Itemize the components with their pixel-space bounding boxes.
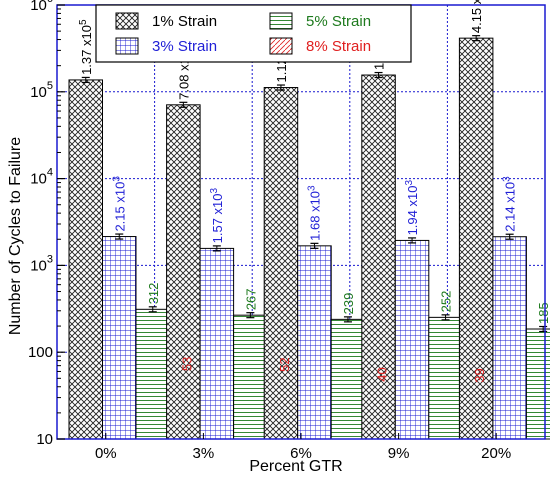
y-tick-label: 106	[30, 0, 53, 14]
bar-3-strain-3	[394, 239, 430, 440]
x-tick-label: 3%	[193, 445, 215, 462]
data-label: 1.68 x103	[306, 185, 322, 241]
bar-5-strain-3	[428, 316, 463, 440]
x-tick-label: 6%	[290, 445, 312, 462]
data-label: 53	[179, 357, 194, 371]
data-label: 2.15 x103	[111, 176, 127, 232]
legend	[95, 4, 412, 63]
y-tick-label: 104	[30, 167, 53, 188]
bar-5-strain-0	[135, 308, 170, 440]
legend-label: 8% Strain	[306, 38, 371, 55]
legend-swatch	[115, 12, 139, 30]
x-axis-title: Percent GTR	[249, 458, 342, 475]
bar-1-strain-3	[361, 74, 396, 440]
data-label: 4.15 x105	[468, 0, 484, 33]
data-label: 40	[374, 367, 389, 381]
bar-3-strain-4	[492, 236, 527, 440]
x-tick-label: 0%	[95, 445, 117, 462]
x-tick-label: 20%	[481, 445, 511, 462]
bar-1-strain-0	[68, 79, 103, 440]
bar-5-strain-2	[330, 318, 366, 440]
data-label: 39	[472, 368, 487, 382]
data-label: 2.14 x103	[502, 176, 518, 232]
bar-5-strain-4	[525, 328, 550, 440]
data-label: 185	[536, 302, 550, 324]
data-label: 252	[439, 291, 454, 313]
data-label: 52	[277, 357, 292, 371]
x-tick-label: 9%	[388, 445, 410, 462]
y-axis-title: Number of Cycles to Failure	[7, 137, 24, 335]
legend-swatch	[115, 37, 139, 55]
legend-label: 3% Strain	[152, 38, 217, 55]
data-label: 312	[146, 283, 161, 305]
data-label: 267	[243, 288, 258, 310]
data-label: 1.57 x103	[209, 188, 225, 244]
y-tick-label: 100	[28, 344, 53, 361]
legend-label: 1% Strain	[152, 13, 217, 30]
y-tick-label: 10	[36, 431, 53, 448]
legend-swatch	[269, 37, 293, 55]
y-tick-label: 105	[30, 80, 53, 101]
bar-3-strain-2	[297, 245, 332, 440]
legend-swatch	[269, 12, 293, 30]
bar-1-strain-1	[166, 104, 201, 440]
data-label: 1.94 x103	[404, 180, 420, 236]
y-tick-label: 103	[30, 253, 53, 274]
bar-3-strain-1	[199, 247, 235, 440]
legend-label: 5% Strain	[306, 13, 371, 30]
data-label: 239	[341, 293, 356, 315]
legend-items: 1% Strain 5% Strain 3% Strain 8% Strain	[115, 12, 371, 55]
data-label: 1.37 x105	[78, 19, 94, 75]
bar-3-strain-0	[102, 236, 137, 440]
bar-1-strain-2	[263, 87, 299, 440]
bar-5-strain-1	[233, 314, 268, 440]
